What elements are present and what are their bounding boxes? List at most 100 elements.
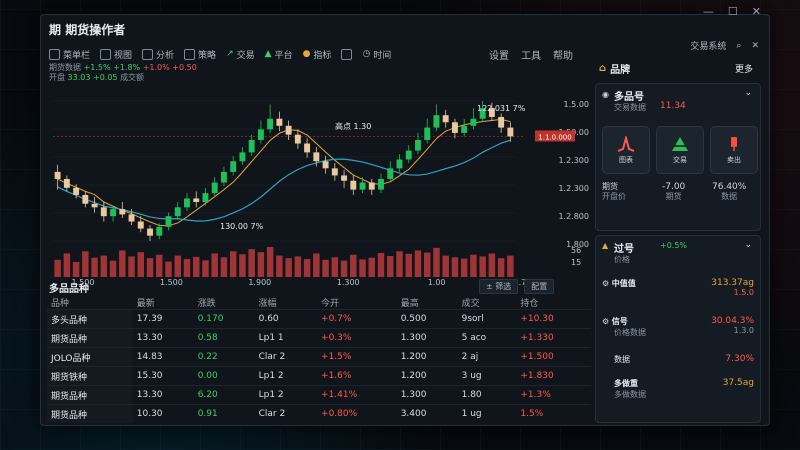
candle-body: [239, 152, 246, 162]
help-button[interactable]: 帮助: [553, 51, 573, 62]
maximize-icon[interactable]: ☐: [727, 5, 738, 18]
signal-item[interactable]: 数据 7.30%: [614, 354, 754, 364]
settings-button[interactable]: 设置: [489, 51, 509, 62]
right-panel: ⌂ 品牌 更多 ◉ 多品号 ⌄ 交易数据 11.34 图表 交易: [595, 59, 761, 423]
table-cell: 3 ug: [457, 366, 517, 386]
candle-body: [378, 178, 384, 190]
col-header[interactable]: 成交: [461, 298, 480, 309]
candle-body: [193, 198, 200, 203]
view-icon: [100, 48, 112, 60]
chart-button[interactable]: 图表: [602, 126, 650, 174]
candle-body: [128, 214, 135, 222]
more-link[interactable]: 更多: [734, 64, 753, 75]
toolbar-item-7[interactable]: [341, 48, 353, 60]
toolbar-item-0[interactable]: 菜单栏: [49, 48, 90, 61]
toolbar-item-8[interactable]: ◷ 时间: [362, 49, 392, 61]
table-cell: 1.200: [396, 347, 458, 367]
table-cell: 0.00: [193, 366, 255, 386]
col-header[interactable]: 今开: [321, 298, 340, 309]
candle-body: [257, 129, 264, 140]
table-cell: 1 ug: [457, 404, 517, 423]
candle-body: [451, 122, 458, 133]
col-header[interactable]: 最新: [136, 298, 155, 309]
table-cell: 0.500: [396, 309, 458, 329]
table-cell: 1.5%: [516, 404, 591, 423]
settings-icon: ⚙: [602, 279, 610, 288]
volume-bar: [276, 255, 283, 277]
table-cell: 13.30: [132, 385, 194, 405]
table-cell: 14.83: [132, 347, 194, 367]
signal-item[interactable]: 多做重 多做数据 37.5ag: [614, 378, 754, 399]
table-row[interactable]: 期货品种 13.30 0.58 Lp1 1 +0.3% 1.300 5 aco +1.330: [47, 328, 591, 348]
stat-right: 76.40% 数据: [712, 182, 747, 201]
volume-bar: [331, 257, 339, 277]
search-icon[interactable]: ⌕: [736, 40, 742, 51]
config-button[interactable]: 配置: [524, 279, 555, 294]
signal-item[interactable]: ⚙ 信号 价格数据 30.04.3% 1.3.0: [602, 316, 754, 337]
stat-mid: -7.00 期货: [662, 182, 686, 201]
trade-button[interactable]: 交易: [656, 126, 704, 174]
time-tick-label: 1.900: [248, 278, 271, 287]
col-header[interactable]: 持仓: [520, 298, 539, 309]
table-row[interactable]: 期货品种 10.30 0.91 Clar 2 +0.80% 3.400 1 ug 1.5%: [47, 404, 591, 423]
table-cell: 1.300: [396, 328, 458, 348]
table-cell: +1.500: [516, 347, 591, 367]
table-row[interactable]: 期货铁种 15.30 0.00 Lp1 2 +1.6% 1.200 3 ug +1.830: [47, 366, 591, 386]
col-header[interactable]: 品种: [51, 298, 70, 309]
table-cell: +1.5%: [317, 347, 397, 367]
table-cell: 5 aco: [457, 328, 517, 348]
tools-button[interactable]: 工具: [521, 51, 541, 62]
candle-body: [359, 182, 366, 190]
toolbar-item-4[interactable]: ↗ 交易: [226, 49, 255, 61]
table-cell: 9sorl: [457, 309, 517, 329]
volume-bar: [396, 251, 403, 277]
filter-button[interactable]: ± 筛选: [479, 279, 519, 294]
signal-item[interactable]: ⚙ 中值值 313.37ag 1.5.0: [602, 278, 754, 297]
col-header[interactable]: 涨幅: [258, 298, 277, 309]
volume-bar: [433, 247, 440, 277]
volume-tick-label: 56: [571, 246, 581, 255]
close-icon[interactable]: ✕: [751, 40, 759, 51]
toolbar-item-1[interactable]: 视图: [100, 48, 132, 61]
volume-bar: [479, 256, 486, 277]
volume-bar: [174, 255, 181, 277]
price-tick-label: 1.800: [566, 240, 589, 249]
candle-body: [119, 209, 126, 215]
candle-body: [73, 187, 80, 195]
warning-icon: ▲: [602, 241, 609, 250]
system-label[interactable]: 交易系统: [690, 42, 727, 52]
col-header[interactable]: 最高: [400, 298, 419, 309]
time-tick-label: 1.300: [337, 278, 360, 287]
volume-bar: [266, 247, 274, 277]
clock-icon: ◷: [362, 49, 371, 59]
table-cell: +10.30: [516, 309, 591, 329]
table-cell: 13.30: [132, 328, 194, 348]
volume-bar: [109, 260, 117, 277]
col-header[interactable]: 涨跌: [197, 298, 216, 309]
candle-body: [304, 143, 311, 153]
toolbar-item-6[interactable]: ● 指标: [302, 49, 332, 61]
minimize-icon[interactable]: —: [702, 5, 714, 18]
table-row[interactable]: 多头品种 17.39 0.170 0.60 +0.7% 0.500 9sorl +10.30: [47, 309, 591, 329]
table-cell: 1.300: [396, 385, 458, 405]
close-icon[interactable]: ✕: [751, 5, 761, 18]
chevron-down-icon[interactable]: ⌄: [744, 240, 752, 250]
menu-icon: [49, 48, 60, 60]
grid-icon: [341, 48, 353, 60]
table-row[interactable]: 期货品种 13.30 6.20 Lp1 2 +1.41% 1.300 1.80 +1.3%: [47, 385, 591, 405]
toolbar-item-2[interactable]: 分析: [142, 48, 174, 61]
table-cell: 10.30: [132, 404, 194, 423]
table-row[interactable]: JOLO品种 14.83 0.22 Clar 2 +1.5% 1.200 2 aj +1.50…: [47, 347, 591, 367]
volume-bar: [165, 261, 172, 277]
toolbar-item-5[interactable]: ▲ 平台: [264, 49, 293, 61]
candle-body: [313, 152, 320, 162]
sell-button[interactable]: 卖出: [710, 126, 758, 174]
toolbar-item-3[interactable]: 策略: [184, 48, 216, 61]
price-tick-label: 1.2.300: [558, 184, 589, 193]
candle-body: [405, 150, 412, 160]
user-icon: ◉: [602, 90, 609, 99]
chevron-down-icon[interactable]: ⌄: [744, 88, 752, 98]
candle-body: [211, 182, 218, 194]
candle-body: [415, 139, 421, 151]
